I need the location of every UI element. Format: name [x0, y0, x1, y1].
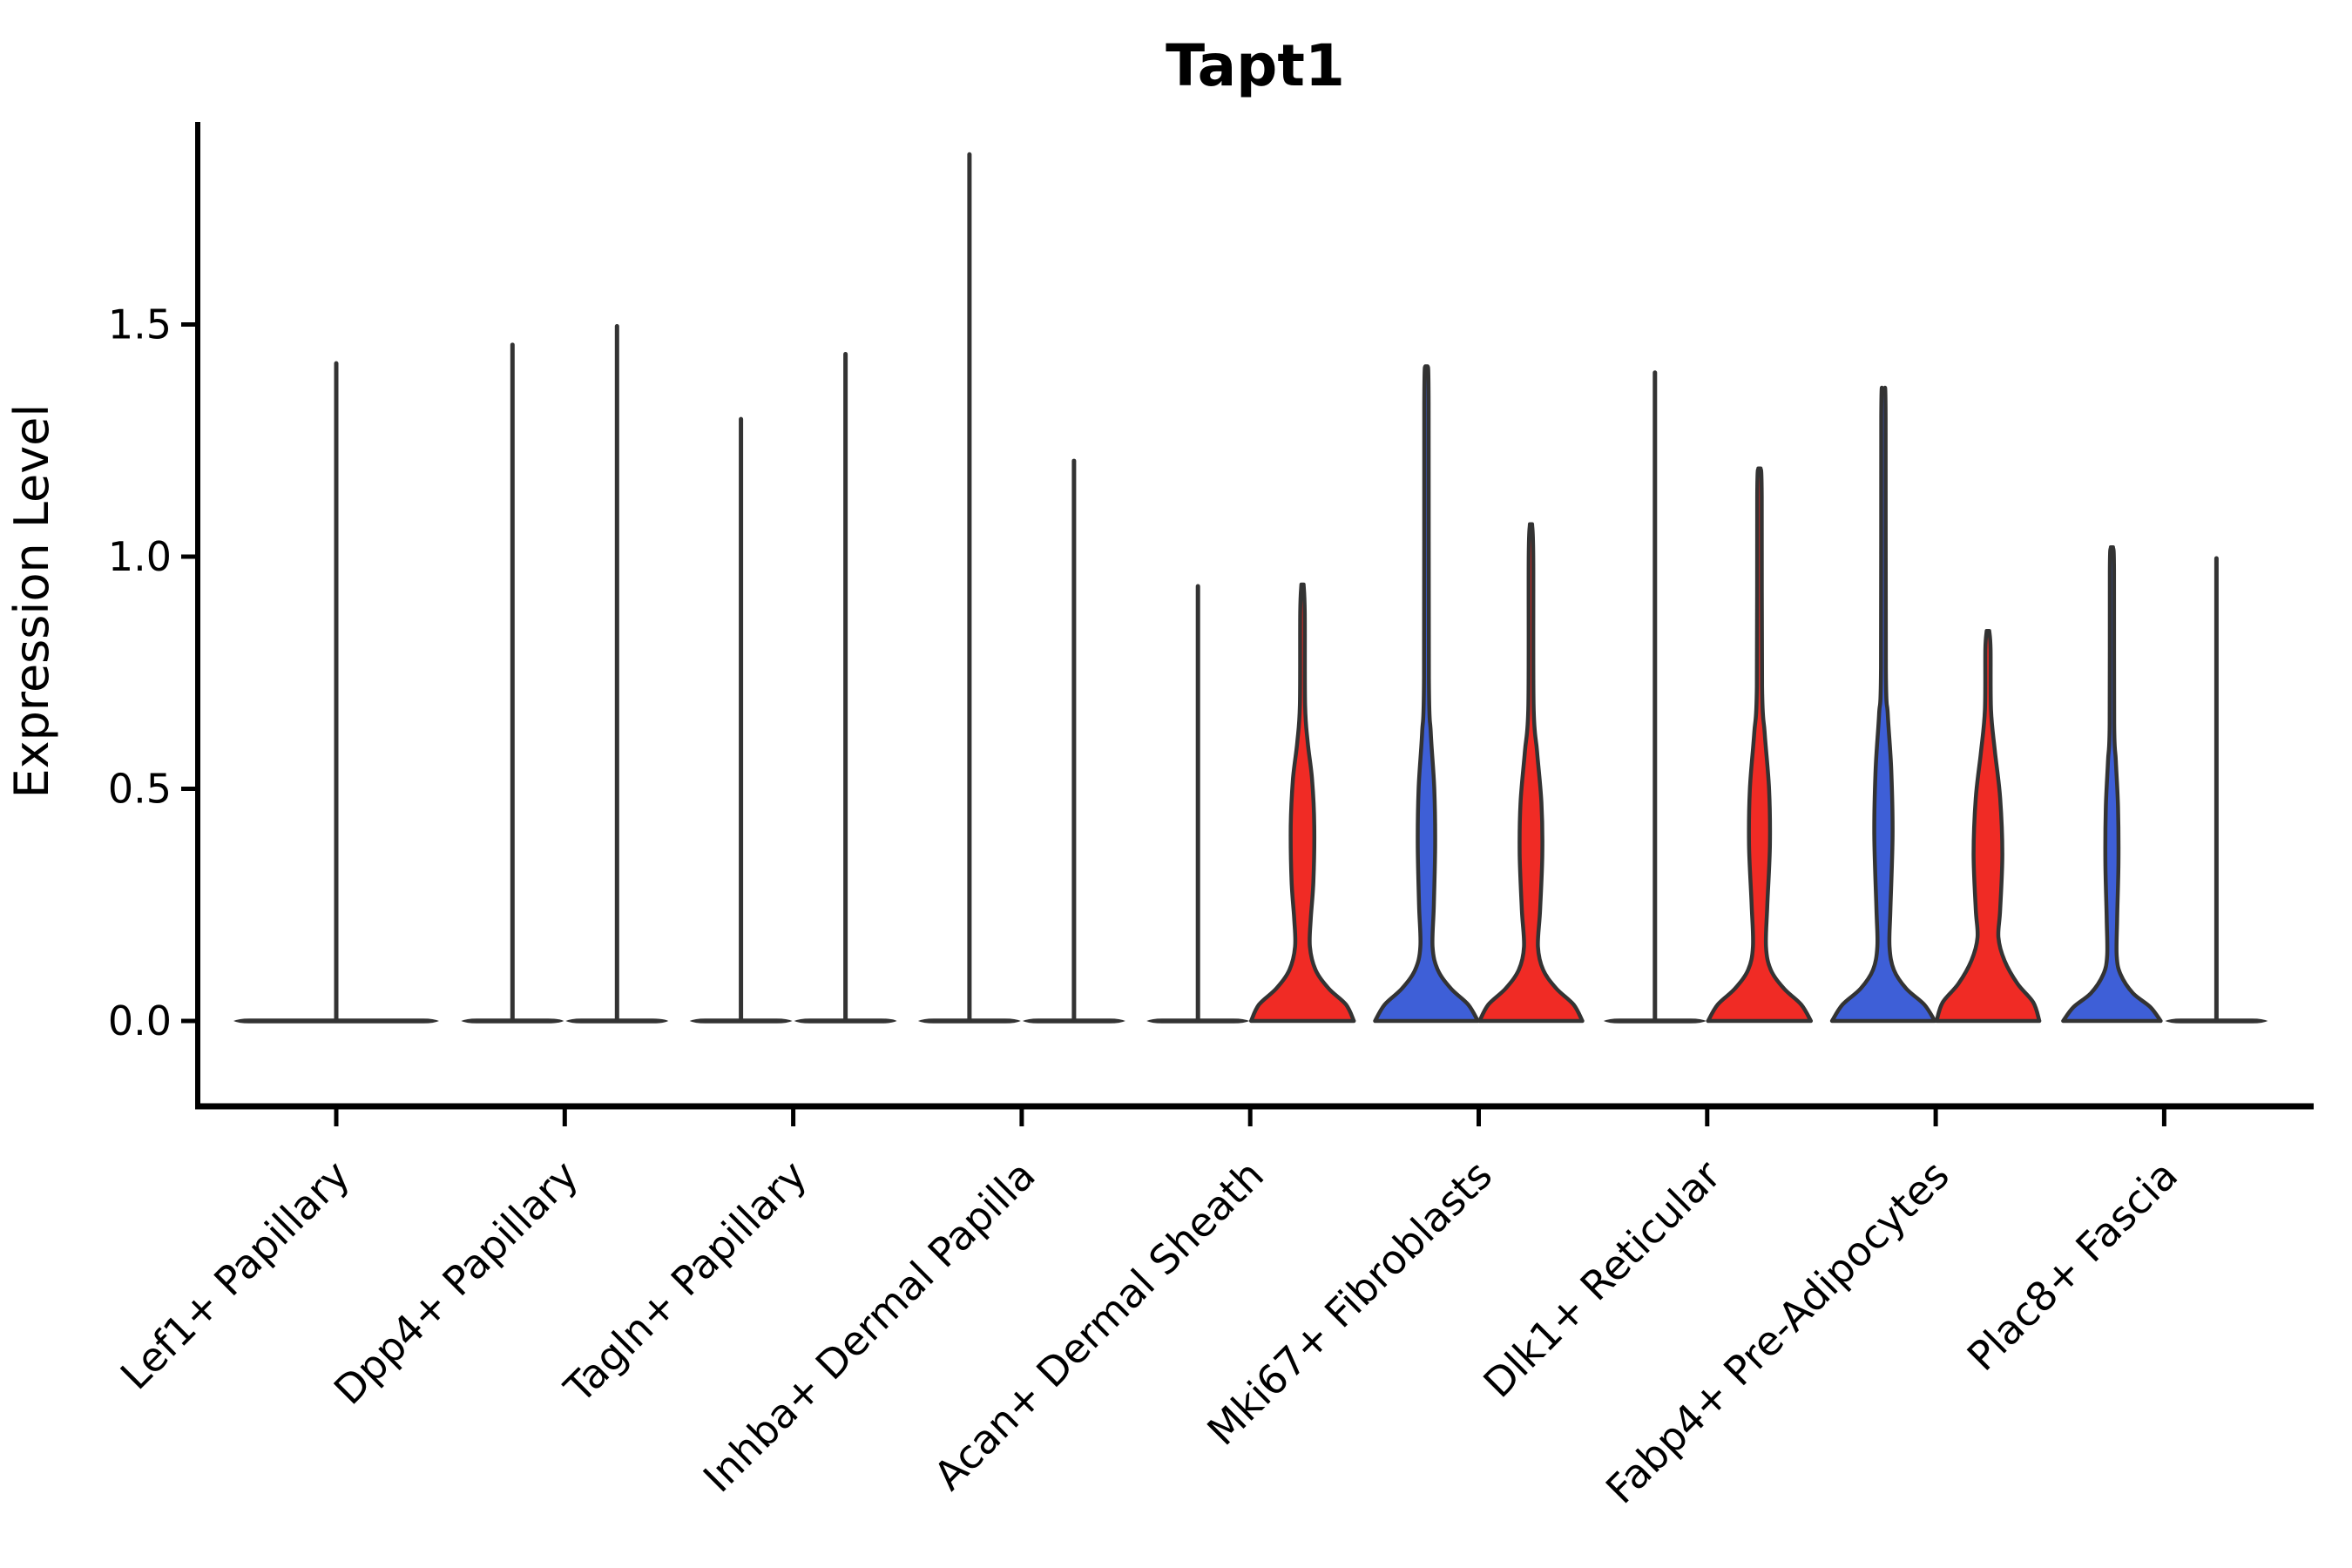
y-tick-label: 1.0	[108, 533, 172, 580]
violin-filled-10	[1477, 522, 1585, 1024]
violin-filled-15	[2061, 545, 2163, 1024]
x-tick-label: Dpp4+ Papillary	[325, 1152, 587, 1414]
chart-title: Tapt1	[1166, 32, 1345, 99]
violin-filled-9	[1373, 364, 1480, 1024]
violin-layer	[233, 152, 2268, 1024]
x-tick-label: Tagln+ Papillary	[555, 1152, 816, 1413]
violin-filled-14	[1934, 629, 2042, 1024]
y-tick-label: 1.5	[108, 301, 172, 348]
x-tick-label: Dlk1+ Reticular	[1474, 1152, 1729, 1407]
violin-filled-13	[1829, 385, 1937, 1024]
violin-filled-12	[1706, 466, 1814, 1024]
y-axis-label: Expression Level	[4, 404, 59, 799]
y-tick-label: 0.5	[108, 766, 172, 813]
violin-filled-8	[1248, 582, 1356, 1024]
x-tick-label: Plac8+ Fascia	[1958, 1152, 2186, 1380]
y-tick-label: 0.0	[108, 997, 172, 1044]
x-tick-label: Lef1+ Papillary	[112, 1152, 359, 1399]
